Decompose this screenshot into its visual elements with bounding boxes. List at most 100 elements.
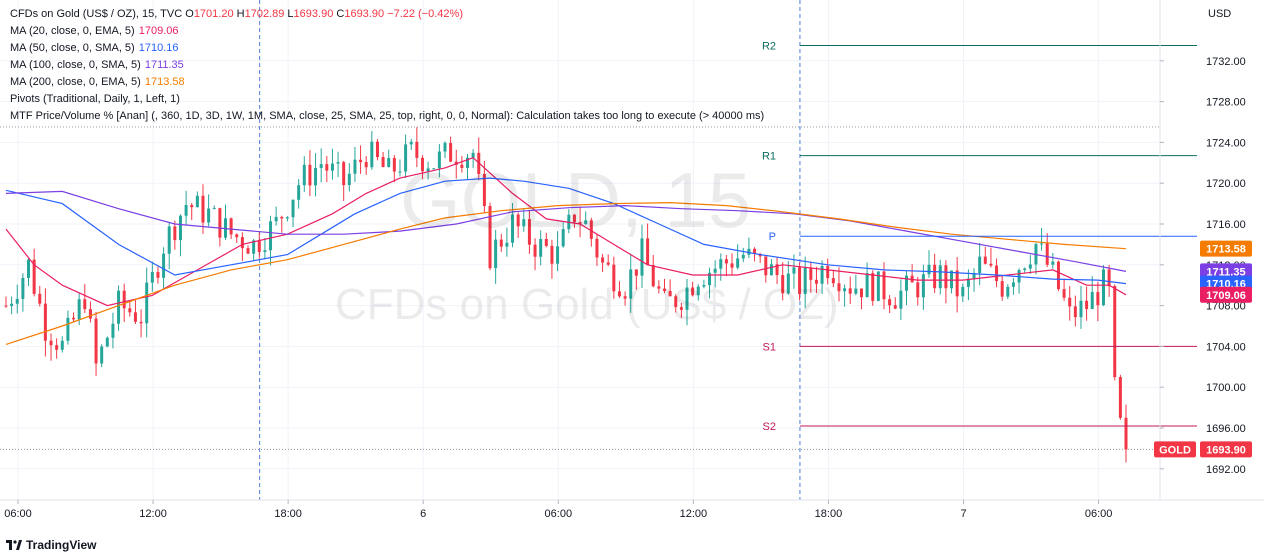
candle-body <box>966 278 970 287</box>
tradingview-branding[interactable]: TradingView <box>6 538 96 552</box>
candle-body <box>66 317 70 341</box>
candle-body <box>173 226 177 241</box>
candle-body <box>1068 297 1072 307</box>
pivot-label: R1 <box>762 151 776 163</box>
candle-body <box>1028 264 1032 269</box>
candle-body <box>1011 282 1015 287</box>
candle-body <box>1085 300 1089 309</box>
candle-body <box>162 253 166 278</box>
candle-body <box>674 296 678 308</box>
candle-body <box>398 171 402 173</box>
candle-body <box>871 273 875 301</box>
candle-body <box>269 221 273 251</box>
candle-body <box>21 277 25 299</box>
candle-body <box>325 164 329 171</box>
candle-body <box>27 259 31 278</box>
candle-body <box>803 267 807 295</box>
ma-line <box>5 201 1127 345</box>
candle-body <box>1006 286 1010 297</box>
candle-body <box>747 248 751 255</box>
candle-body <box>882 271 886 300</box>
candle-body <box>212 208 216 210</box>
candle-body <box>280 216 284 219</box>
candle-body <box>488 206 492 269</box>
candle-body <box>859 288 863 298</box>
candle-body <box>713 268 717 273</box>
candle-body <box>77 299 81 320</box>
price-tag <box>1200 441 1252 458</box>
candle-body <box>263 250 267 253</box>
candle-body <box>1124 417 1128 450</box>
indicator-row[interactable]: MA (100, close, 0, SMA, 5) 1711.35 <box>10 57 764 74</box>
candle-body <box>516 214 520 227</box>
candle-body <box>347 173 351 186</box>
candle-body <box>505 242 509 247</box>
candle-body <box>482 173 486 207</box>
indicator-row[interactable]: Pivots (Traditional, Daily, 1, Left, 1) <box>10 91 764 108</box>
candle-body <box>94 318 98 364</box>
candle-body <box>1079 300 1083 318</box>
candle-body <box>471 152 475 158</box>
candle-body <box>392 158 396 172</box>
candle-body <box>1101 269 1105 306</box>
candle-body <box>240 237 244 249</box>
candle-body <box>195 195 199 208</box>
candle-body <box>1073 306 1077 318</box>
candle-body <box>4 305 8 307</box>
y-tick-label: 1692.00 <box>1206 464 1246 476</box>
indicator-value: 1713.58 <box>144 76 185 88</box>
candle-body <box>764 256 768 276</box>
indicator-row[interactable]: MTF Price/Volume % [Anan] (, 360, 1D, 3D… <box>10 108 764 125</box>
candle-body <box>274 216 278 222</box>
chart-grid <box>0 0 1160 500</box>
candle-body <box>899 290 903 309</box>
ma-line <box>5 177 1127 285</box>
candle-body <box>527 219 531 245</box>
candle-body <box>640 238 644 276</box>
candle-body <box>302 164 306 186</box>
pivot-levels: R2 R1 P S1 S2 <box>762 41 1197 433</box>
indicator-row[interactable]: MA (200, close, 0, EMA, 5) 1713.58 <box>10 74 764 91</box>
candle-body <box>178 215 182 241</box>
candle-body <box>60 340 64 350</box>
candle-body <box>814 279 818 284</box>
candle-body <box>848 288 852 294</box>
y-tick-label: 1696.00 <box>1206 423 1246 435</box>
candle-body <box>364 162 368 168</box>
candle-body <box>409 141 413 145</box>
candle-body <box>437 151 441 169</box>
candle-body <box>122 290 126 309</box>
chart-legend: CFDs on Gold (US$ / OZ), 15, TVC O1701.2… <box>10 6 764 125</box>
candle-body <box>1051 261 1055 265</box>
candle-body <box>1090 292 1094 309</box>
candle-body <box>1000 281 1004 297</box>
symbol-title: CFDs on Gold (US$ / OZ), 15, TVC <box>10 8 183 20</box>
close-key: C <box>336 8 345 20</box>
indicator-label: MA (200, close, 0, EMA, 5) <box>10 76 141 88</box>
indicator-label: Pivots (Traditional, Daily, 1, Left, 1) <box>10 93 180 105</box>
candle-body <box>831 278 835 284</box>
low-key: L <box>287 8 294 20</box>
candle-body <box>83 299 87 310</box>
candle-body <box>781 275 785 294</box>
y-tick-label: 1708.00 <box>1206 301 1246 313</box>
indicator-row[interactable]: MA (50, close, 0, SMA, 5) 1710.16 <box>10 40 764 57</box>
candle-body <box>921 274 925 298</box>
indicator-row[interactable]: MA (20, close, 0, EMA, 5) 1709.06 <box>10 23 764 40</box>
candle-body <box>1096 292 1100 306</box>
candle-body <box>634 269 638 276</box>
candle-body <box>893 305 897 309</box>
symbol-row[interactable]: CFDs on Gold (US$ / OZ), 15, TVC O1701.2… <box>10 6 764 23</box>
ma-line <box>5 190 1127 272</box>
candle-body <box>572 214 576 223</box>
candle-body <box>876 271 880 301</box>
candle-body <box>792 267 796 274</box>
candle-body <box>117 290 121 324</box>
candle-body <box>319 164 323 168</box>
ma-line <box>5 157 1127 307</box>
candle-body <box>207 208 211 223</box>
candle-body <box>150 272 154 283</box>
candle-body <box>786 273 790 294</box>
candle-body <box>539 239 543 257</box>
